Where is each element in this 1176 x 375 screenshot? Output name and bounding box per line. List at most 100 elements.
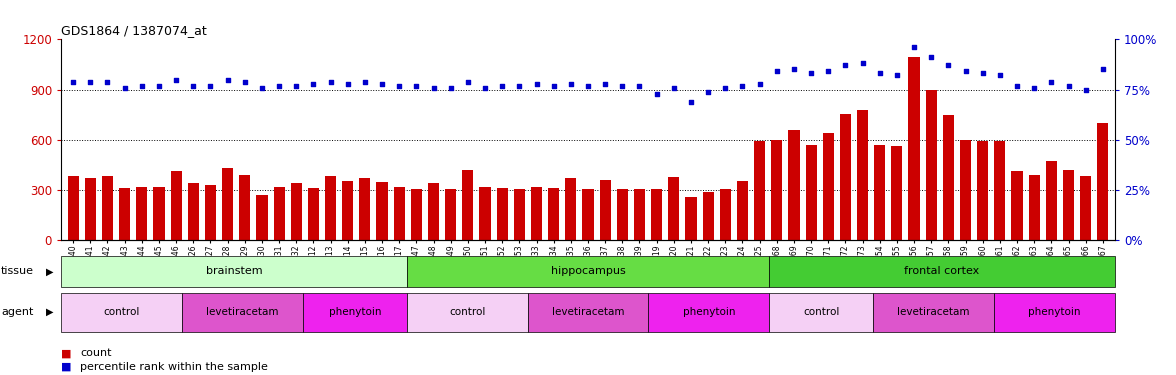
Bar bbox=[720, 189, 730, 240]
Text: agent: agent bbox=[1, 307, 34, 317]
Bar bbox=[480, 188, 490, 240]
Point bbox=[596, 81, 615, 87]
Point bbox=[149, 82, 168, 88]
Point bbox=[81, 78, 100, 84]
Point bbox=[836, 63, 855, 69]
Bar bbox=[496, 188, 508, 240]
Bar bbox=[428, 183, 439, 240]
Bar bbox=[119, 188, 131, 240]
Bar bbox=[668, 177, 680, 240]
Bar bbox=[274, 188, 285, 240]
Bar bbox=[239, 175, 250, 240]
Text: frontal cortex: frontal cortex bbox=[904, 266, 980, 276]
Bar bbox=[61, 256, 407, 287]
Bar bbox=[342, 182, 353, 240]
Point bbox=[183, 82, 202, 88]
Bar bbox=[788, 130, 800, 240]
Point bbox=[441, 84, 460, 90]
Bar bbox=[136, 188, 147, 240]
Point bbox=[1042, 78, 1061, 84]
Text: phenytoin: phenytoin bbox=[328, 307, 381, 317]
Text: GDS1864 / 1387074_at: GDS1864 / 1387074_at bbox=[61, 24, 207, 37]
Bar bbox=[153, 186, 165, 240]
Text: levetiracetam: levetiracetam bbox=[897, 307, 970, 317]
Point bbox=[321, 78, 340, 84]
Bar bbox=[909, 57, 920, 240]
Point bbox=[750, 81, 769, 87]
Point bbox=[305, 81, 323, 87]
Point bbox=[253, 84, 272, 90]
Text: phenytoin: phenytoin bbox=[682, 307, 735, 317]
Text: brainstem: brainstem bbox=[206, 266, 262, 276]
Point bbox=[459, 78, 477, 84]
Bar bbox=[308, 188, 319, 240]
Bar bbox=[1045, 160, 1057, 240]
Bar bbox=[376, 182, 388, 240]
Bar bbox=[548, 188, 560, 240]
Text: control: control bbox=[103, 307, 140, 317]
Point bbox=[888, 72, 907, 78]
Bar bbox=[462, 170, 474, 240]
Bar bbox=[806, 145, 816, 240]
Point bbox=[98, 78, 116, 84]
Point bbox=[716, 84, 735, 90]
Point bbox=[219, 76, 238, 82]
Point bbox=[64, 78, 82, 84]
Bar bbox=[171, 171, 182, 240]
Bar bbox=[737, 182, 748, 240]
Point bbox=[201, 82, 220, 88]
Bar bbox=[754, 141, 766, 240]
Point bbox=[956, 69, 975, 75]
Bar bbox=[61, 292, 182, 332]
Text: phenytoin: phenytoin bbox=[1028, 307, 1081, 317]
Bar bbox=[410, 189, 422, 240]
Bar bbox=[873, 292, 994, 332]
Bar bbox=[188, 183, 199, 240]
Point bbox=[613, 82, 632, 88]
Text: levetiracetam: levetiracetam bbox=[206, 307, 279, 317]
Bar bbox=[1063, 170, 1074, 240]
Point bbox=[904, 44, 923, 50]
Bar bbox=[205, 185, 216, 240]
Point bbox=[922, 54, 941, 60]
Bar bbox=[648, 292, 769, 332]
Bar bbox=[325, 177, 336, 240]
Bar bbox=[600, 180, 610, 240]
Point bbox=[630, 82, 649, 88]
Bar bbox=[67, 177, 79, 240]
Bar bbox=[290, 183, 302, 240]
Bar bbox=[994, 292, 1115, 332]
Point bbox=[527, 81, 546, 87]
Bar bbox=[530, 186, 542, 240]
Text: levetiracetam: levetiracetam bbox=[552, 307, 624, 317]
Text: ■: ■ bbox=[61, 362, 72, 372]
Bar bbox=[582, 189, 594, 240]
Point bbox=[938, 63, 957, 69]
Bar bbox=[566, 178, 576, 240]
Point bbox=[115, 84, 134, 90]
Bar bbox=[256, 195, 267, 240]
Text: ▶: ▶ bbox=[46, 307, 53, 317]
Point bbox=[425, 84, 443, 90]
Point bbox=[647, 90, 666, 96]
Bar bbox=[446, 189, 456, 240]
Text: count: count bbox=[80, 348, 112, 358]
Bar bbox=[1029, 175, 1040, 240]
Bar bbox=[407, 256, 769, 287]
Point bbox=[699, 88, 717, 94]
Point bbox=[990, 72, 1009, 78]
Point bbox=[1060, 82, 1078, 88]
Bar bbox=[528, 292, 648, 332]
Point bbox=[373, 81, 392, 87]
Bar bbox=[977, 141, 988, 240]
Point bbox=[339, 81, 358, 87]
Bar bbox=[407, 292, 528, 332]
Bar bbox=[394, 188, 405, 240]
Point bbox=[407, 82, 426, 88]
Text: tissue: tissue bbox=[1, 266, 34, 276]
Bar bbox=[771, 140, 782, 240]
Point bbox=[475, 84, 494, 90]
Bar bbox=[514, 189, 524, 240]
Point bbox=[510, 82, 529, 88]
Bar bbox=[823, 133, 834, 240]
